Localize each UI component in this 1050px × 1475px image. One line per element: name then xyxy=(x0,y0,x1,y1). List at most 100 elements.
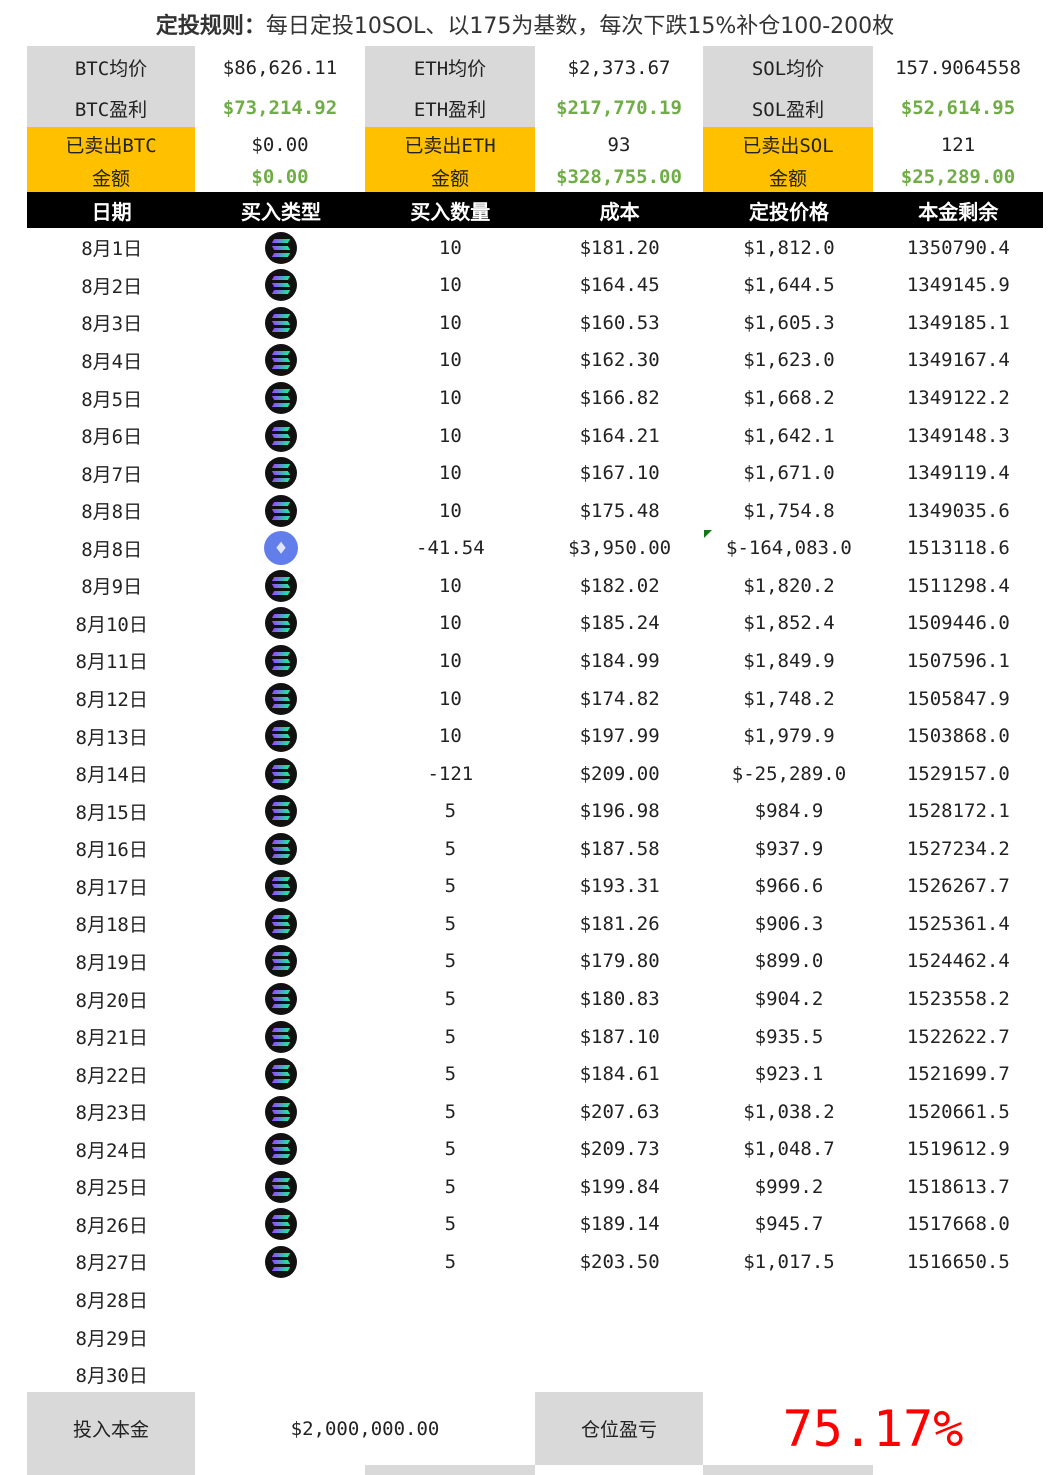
eth-avg-value: $2,373.67 xyxy=(567,56,671,79)
pnl-label: 仓位盈亏 xyxy=(535,1392,703,1465)
cell-price: $899.0 xyxy=(754,950,824,973)
sol-icon xyxy=(264,269,297,302)
cell-cost: $160.53 xyxy=(579,311,660,334)
cell-qty: 5 xyxy=(444,950,457,973)
cell-remain: 1507596.1 xyxy=(906,649,1010,672)
cell-cost: $184.99 xyxy=(579,649,660,672)
table-row: 8月8日 ♦ -41.54 $3,950.00 $-164,083.0 1513118.6 xyxy=(27,529,1043,568)
cell-price: $1,979.9 xyxy=(743,725,835,748)
cell-price: $1,812.0 xyxy=(743,236,835,259)
cell-cost: $179.80 xyxy=(579,950,660,973)
cell-price xyxy=(704,1318,873,1356)
cell-remain: 1519612.9 xyxy=(906,1138,1010,1161)
col-remain: 本金剩余 xyxy=(918,199,999,224)
cell-qty: 5 xyxy=(444,1063,457,1086)
cell-price: $1,605.3 xyxy=(743,311,835,334)
cell-qty: 5 xyxy=(444,1213,457,1236)
table-row: 8月30日 xyxy=(27,1356,1043,1394)
cell-date: 8月23日 xyxy=(75,1102,148,1125)
table-row: 8月15日 5 $196.98 $984.9 1528172.1 xyxy=(27,792,1043,830)
cell-date: 8月19日 xyxy=(75,951,148,974)
sol-icon xyxy=(264,1020,297,1053)
cell-price: $904.2 xyxy=(754,988,824,1011)
cut-off-cell xyxy=(27,1465,195,1475)
cell-date: 8月26日 xyxy=(75,1214,148,1237)
sol-icon xyxy=(264,607,297,640)
table-row: 8月3日 10 $160.53 $1,605.3 1349185.1 xyxy=(27,304,1043,342)
table-row: 8月2日 10 $164.45 $1,644.5 1349145.9 xyxy=(27,267,1043,305)
cell-date: 8月18日 xyxy=(75,914,148,937)
cell-type xyxy=(196,905,365,943)
cell-date: 8月7日 xyxy=(81,463,143,486)
cell-remain: 1524462.4 xyxy=(906,950,1010,973)
table-row: 8月12日 10 $174.82 $1,748.2 1505847.9 xyxy=(27,680,1043,718)
principal-label: 投入本金 xyxy=(27,1392,195,1465)
cell-cost: $209.00 xyxy=(579,762,660,785)
cell-qty: 5 xyxy=(444,1138,457,1161)
cell-type xyxy=(196,943,365,981)
cell-qty: 10 xyxy=(438,462,462,485)
cell-qty: 10 xyxy=(438,649,462,672)
cell-cost: $196.98 xyxy=(579,800,660,823)
table-row: 8月14日 -121 $209.00 $-25,289.0 1529157.0 xyxy=(27,755,1043,793)
cell-date: 8月5日 xyxy=(81,388,143,411)
cell-cost: $182.02 xyxy=(579,574,660,597)
cell-type xyxy=(196,229,365,267)
cell-price: $-164,083.0 xyxy=(704,529,873,568)
eth-profit-label: ETH盈利 xyxy=(365,89,535,127)
table-row: 8月9日 10 $182.02 $1,820.2 1511298.4 xyxy=(27,567,1043,605)
cell-qty: 5 xyxy=(444,912,457,935)
cell-type xyxy=(196,1055,365,1093)
cell-qty: 10 xyxy=(438,387,462,410)
cell-cost: $164.21 xyxy=(579,424,660,447)
cell-type xyxy=(196,680,365,718)
table-row: 8月22日 5 $184.61 $923.1 1521699.7 xyxy=(27,1055,1043,1093)
table-row: 8月10日 10 $185.24 $1,852.4 1509446.0 xyxy=(27,605,1043,643)
sol-icon xyxy=(264,306,297,339)
sol-icon xyxy=(264,1245,297,1278)
cell-type xyxy=(196,642,365,680)
cell-type xyxy=(196,1243,365,1281)
cell-qty: 5 xyxy=(444,875,457,898)
cell-date: 8月10日 xyxy=(75,613,148,636)
cell-date: 8月16日 xyxy=(75,839,148,862)
cell-price: $937.9 xyxy=(754,837,824,860)
cell-cost: $207.63 xyxy=(579,1100,660,1123)
eth-sold-value: 93 xyxy=(607,133,631,156)
cell-type xyxy=(196,342,365,380)
cell-remain: 1527234.2 xyxy=(906,837,1010,860)
cell-type xyxy=(196,1168,365,1206)
btc-profit-value: $73,214.92 xyxy=(222,97,338,119)
sol-icon xyxy=(264,382,297,415)
cell-type xyxy=(196,454,365,492)
sol-sold-value: 121 xyxy=(940,133,976,156)
cell-qty: 5 xyxy=(444,1100,457,1123)
sol-icon xyxy=(264,457,297,490)
cell-price: $984.9 xyxy=(754,800,824,823)
table-header: 日期 买入类型 买入数量 成本 定投价格 本金剩余 xyxy=(27,192,1043,228)
btc-avg-value: $86,626.11 xyxy=(222,56,338,79)
cell-remain: 1517668.0 xyxy=(906,1213,1010,1236)
sol-icon xyxy=(264,1133,297,1166)
cell-qty: 10 xyxy=(438,499,462,522)
sol-icon xyxy=(264,682,297,715)
cell-remain: 1526267.7 xyxy=(906,875,1010,898)
cut-off-cell xyxy=(365,1465,535,1475)
cell-remain: 1529157.0 xyxy=(906,762,1010,785)
cell-price: $1,623.0 xyxy=(743,349,835,372)
cell-date: 8月4日 xyxy=(81,350,143,373)
table-row: 8月8日 10 $175.48 $1,754.8 1349035.6 xyxy=(27,492,1043,530)
cell-price: $1,048.7 xyxy=(743,1138,835,1161)
cell-price: $906.3 xyxy=(754,912,824,935)
sol-avg-label: SOL均价 xyxy=(703,46,873,89)
cell-cost: $197.99 xyxy=(579,725,660,748)
eth-icon: ♦ xyxy=(263,531,298,566)
table-row: 8月4日 10 $162.30 $1,623.0 1349167.4 xyxy=(27,342,1043,380)
page-title: 定投规则：每日定投10SOL、以175为基数，每次下跌15%补仓100-200枚 xyxy=(155,14,895,39)
cell-qty: 5 xyxy=(444,1025,457,1048)
comment-flag-icon xyxy=(704,529,713,538)
cell-type xyxy=(196,492,365,530)
cell-price: $1,038.2 xyxy=(743,1100,835,1123)
cell-date: 8月24日 xyxy=(75,1139,148,1162)
cell-qty: 10 xyxy=(438,687,462,710)
